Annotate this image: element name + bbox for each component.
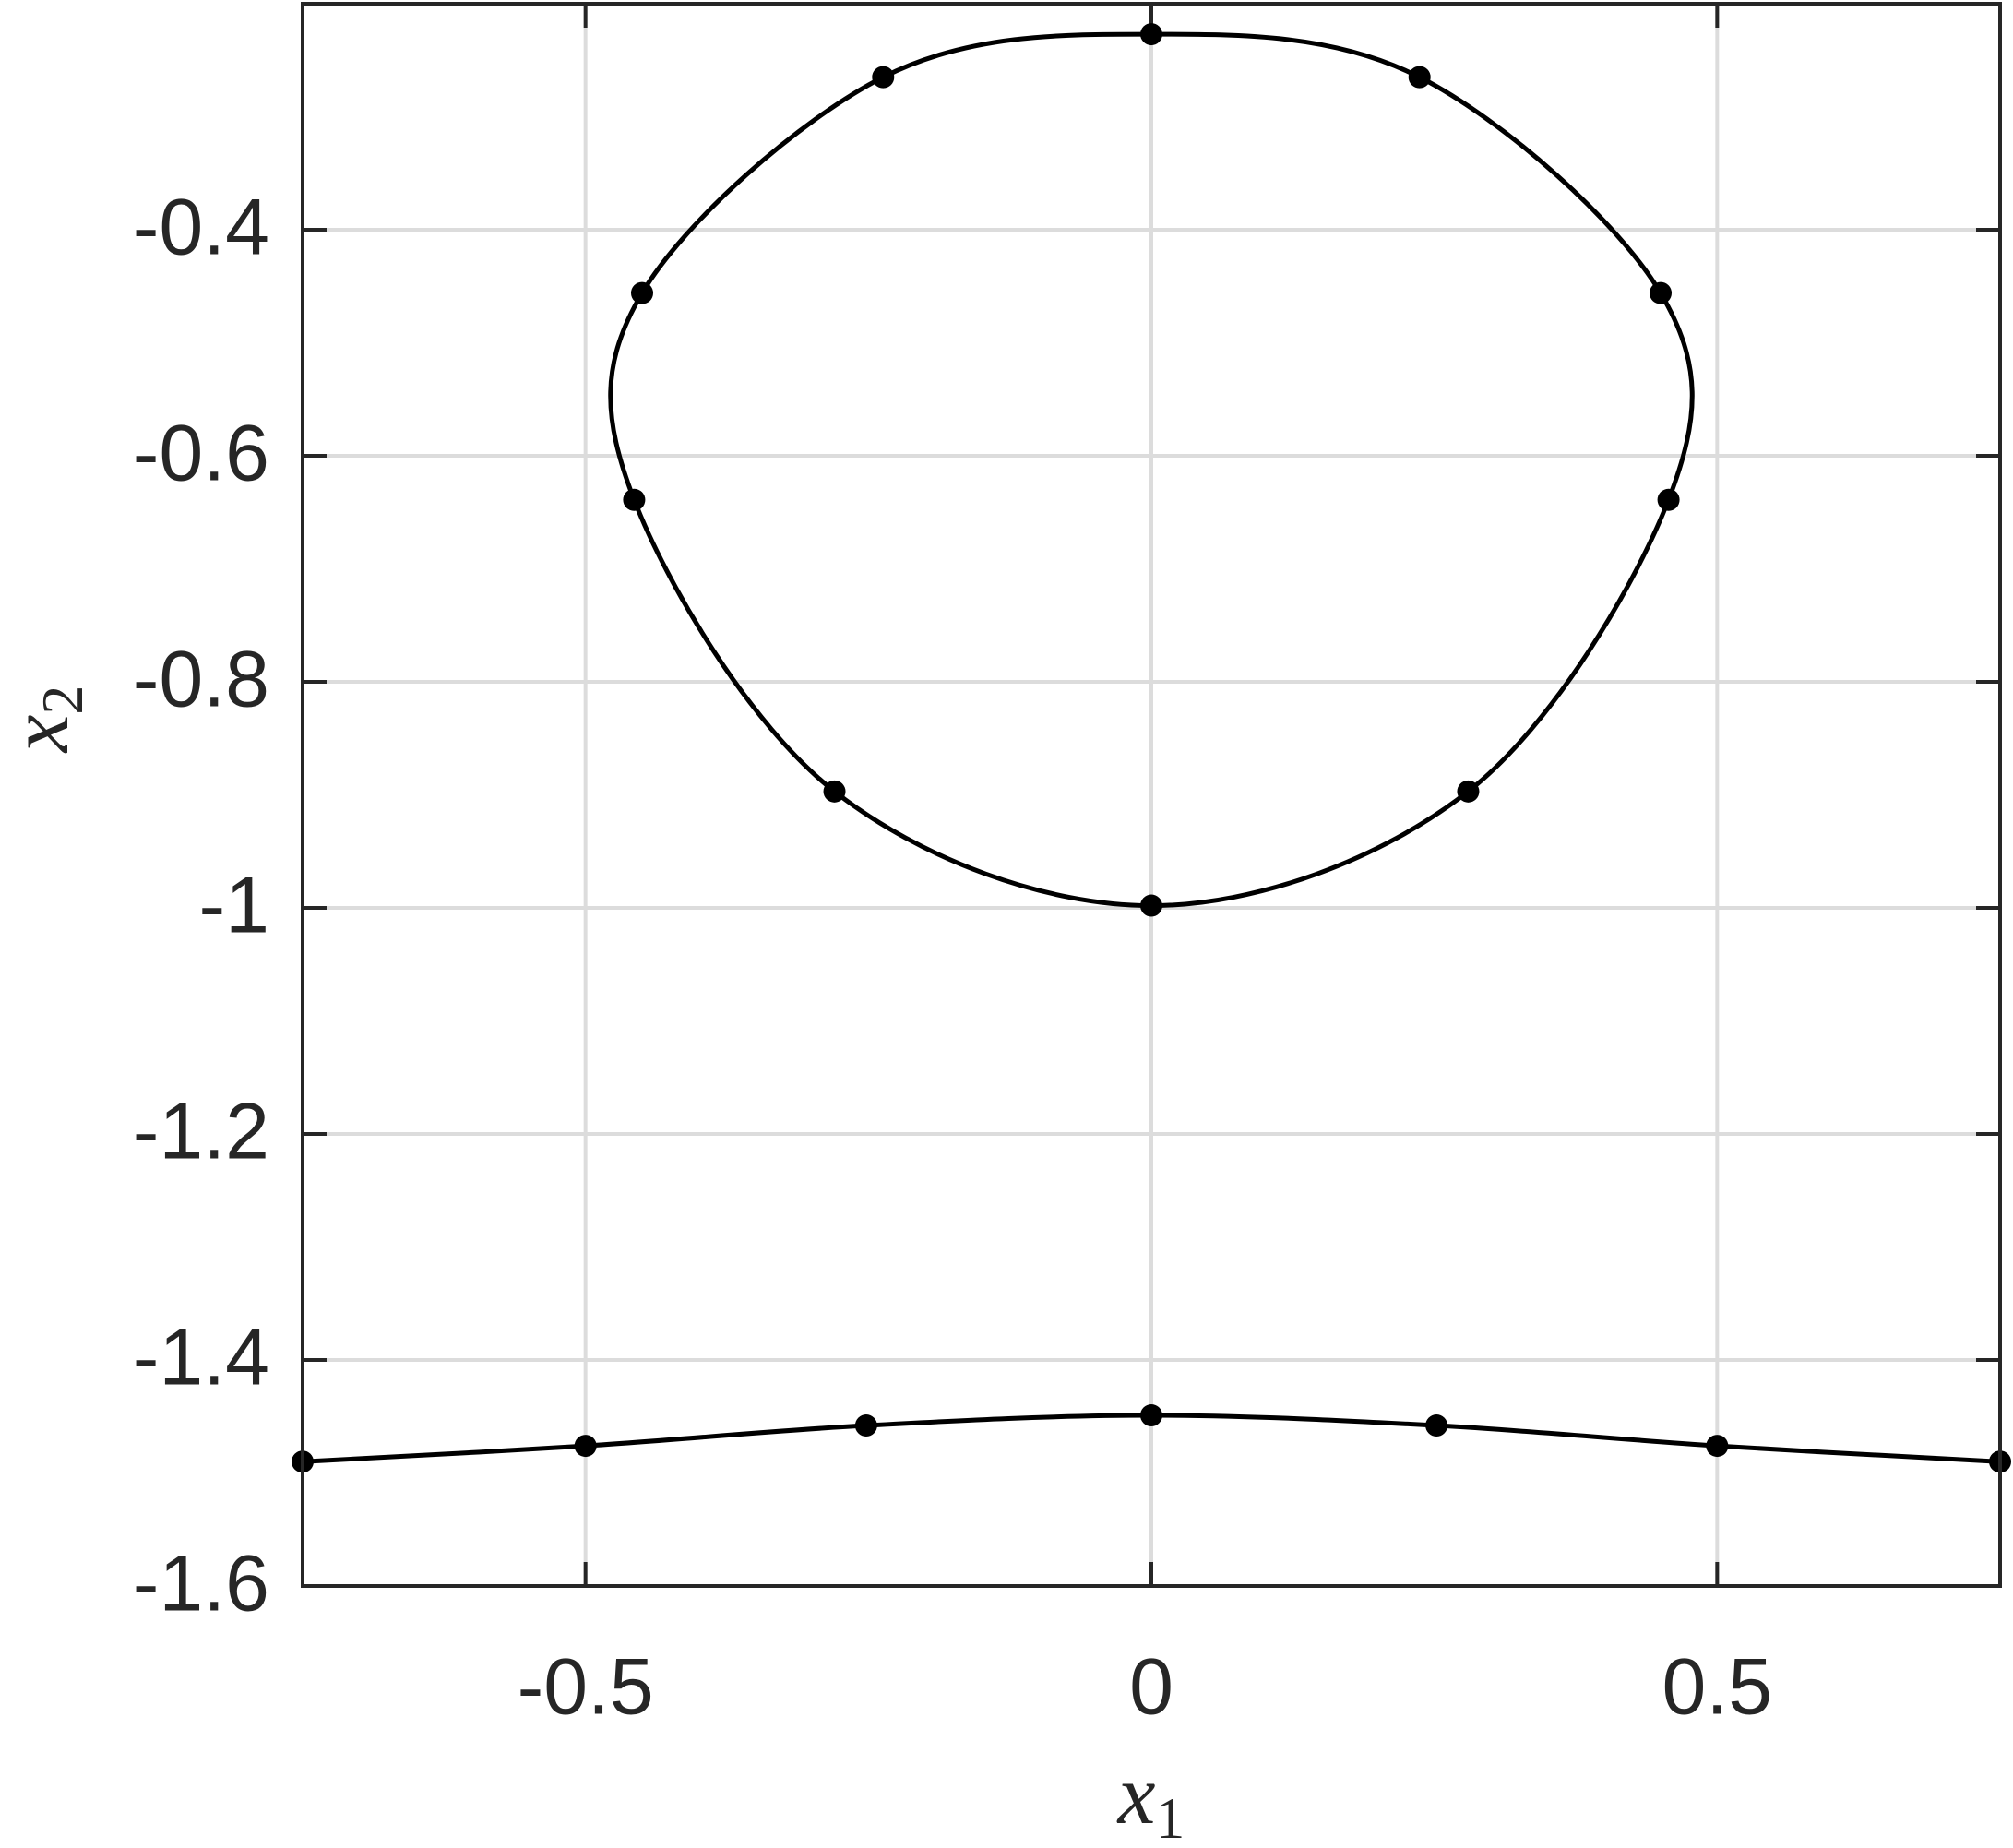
marker (1140, 1404, 1162, 1427)
y-label-base: x (0, 714, 86, 754)
x-label-base: x (1116, 1747, 1156, 1842)
x-tick-label: -0.5 (518, 1643, 654, 1732)
marker (1425, 1414, 1448, 1437)
marker (1457, 780, 1480, 803)
marker (1140, 894, 1162, 917)
marker (623, 488, 646, 511)
y-tick-label: -1.6 (133, 1540, 269, 1628)
y-tick-label: -0.8 (133, 636, 269, 724)
marker (631, 281, 653, 304)
marker (1408, 66, 1431, 89)
marker (854, 1414, 877, 1437)
y-tick-label: -0.4 (133, 184, 269, 272)
y-axis-label: x2 (0, 686, 95, 755)
marker (1657, 488, 1680, 511)
marker (574, 1435, 597, 1458)
marker (1140, 23, 1162, 46)
x-tick-label: 0 (1129, 1643, 1173, 1732)
y-tick-label: -0.6 (133, 410, 269, 498)
y-tick-label: -1.4 (133, 1314, 269, 1402)
y-tick-label: -1 (199, 862, 269, 950)
axes-frame (301, 2, 2002, 1588)
marker (1650, 281, 1672, 304)
x-tick-label: 0.5 (1662, 1643, 1773, 1732)
y-tick-label: -1.2 (133, 1088, 269, 1176)
marker (823, 780, 846, 803)
x-axis-label: x1 (1116, 1747, 1185, 1848)
x-label-sub: 1 (1155, 1785, 1185, 1848)
marker (872, 66, 895, 89)
y-label-sub: 2 (30, 686, 95, 715)
marker (1706, 1435, 1729, 1458)
